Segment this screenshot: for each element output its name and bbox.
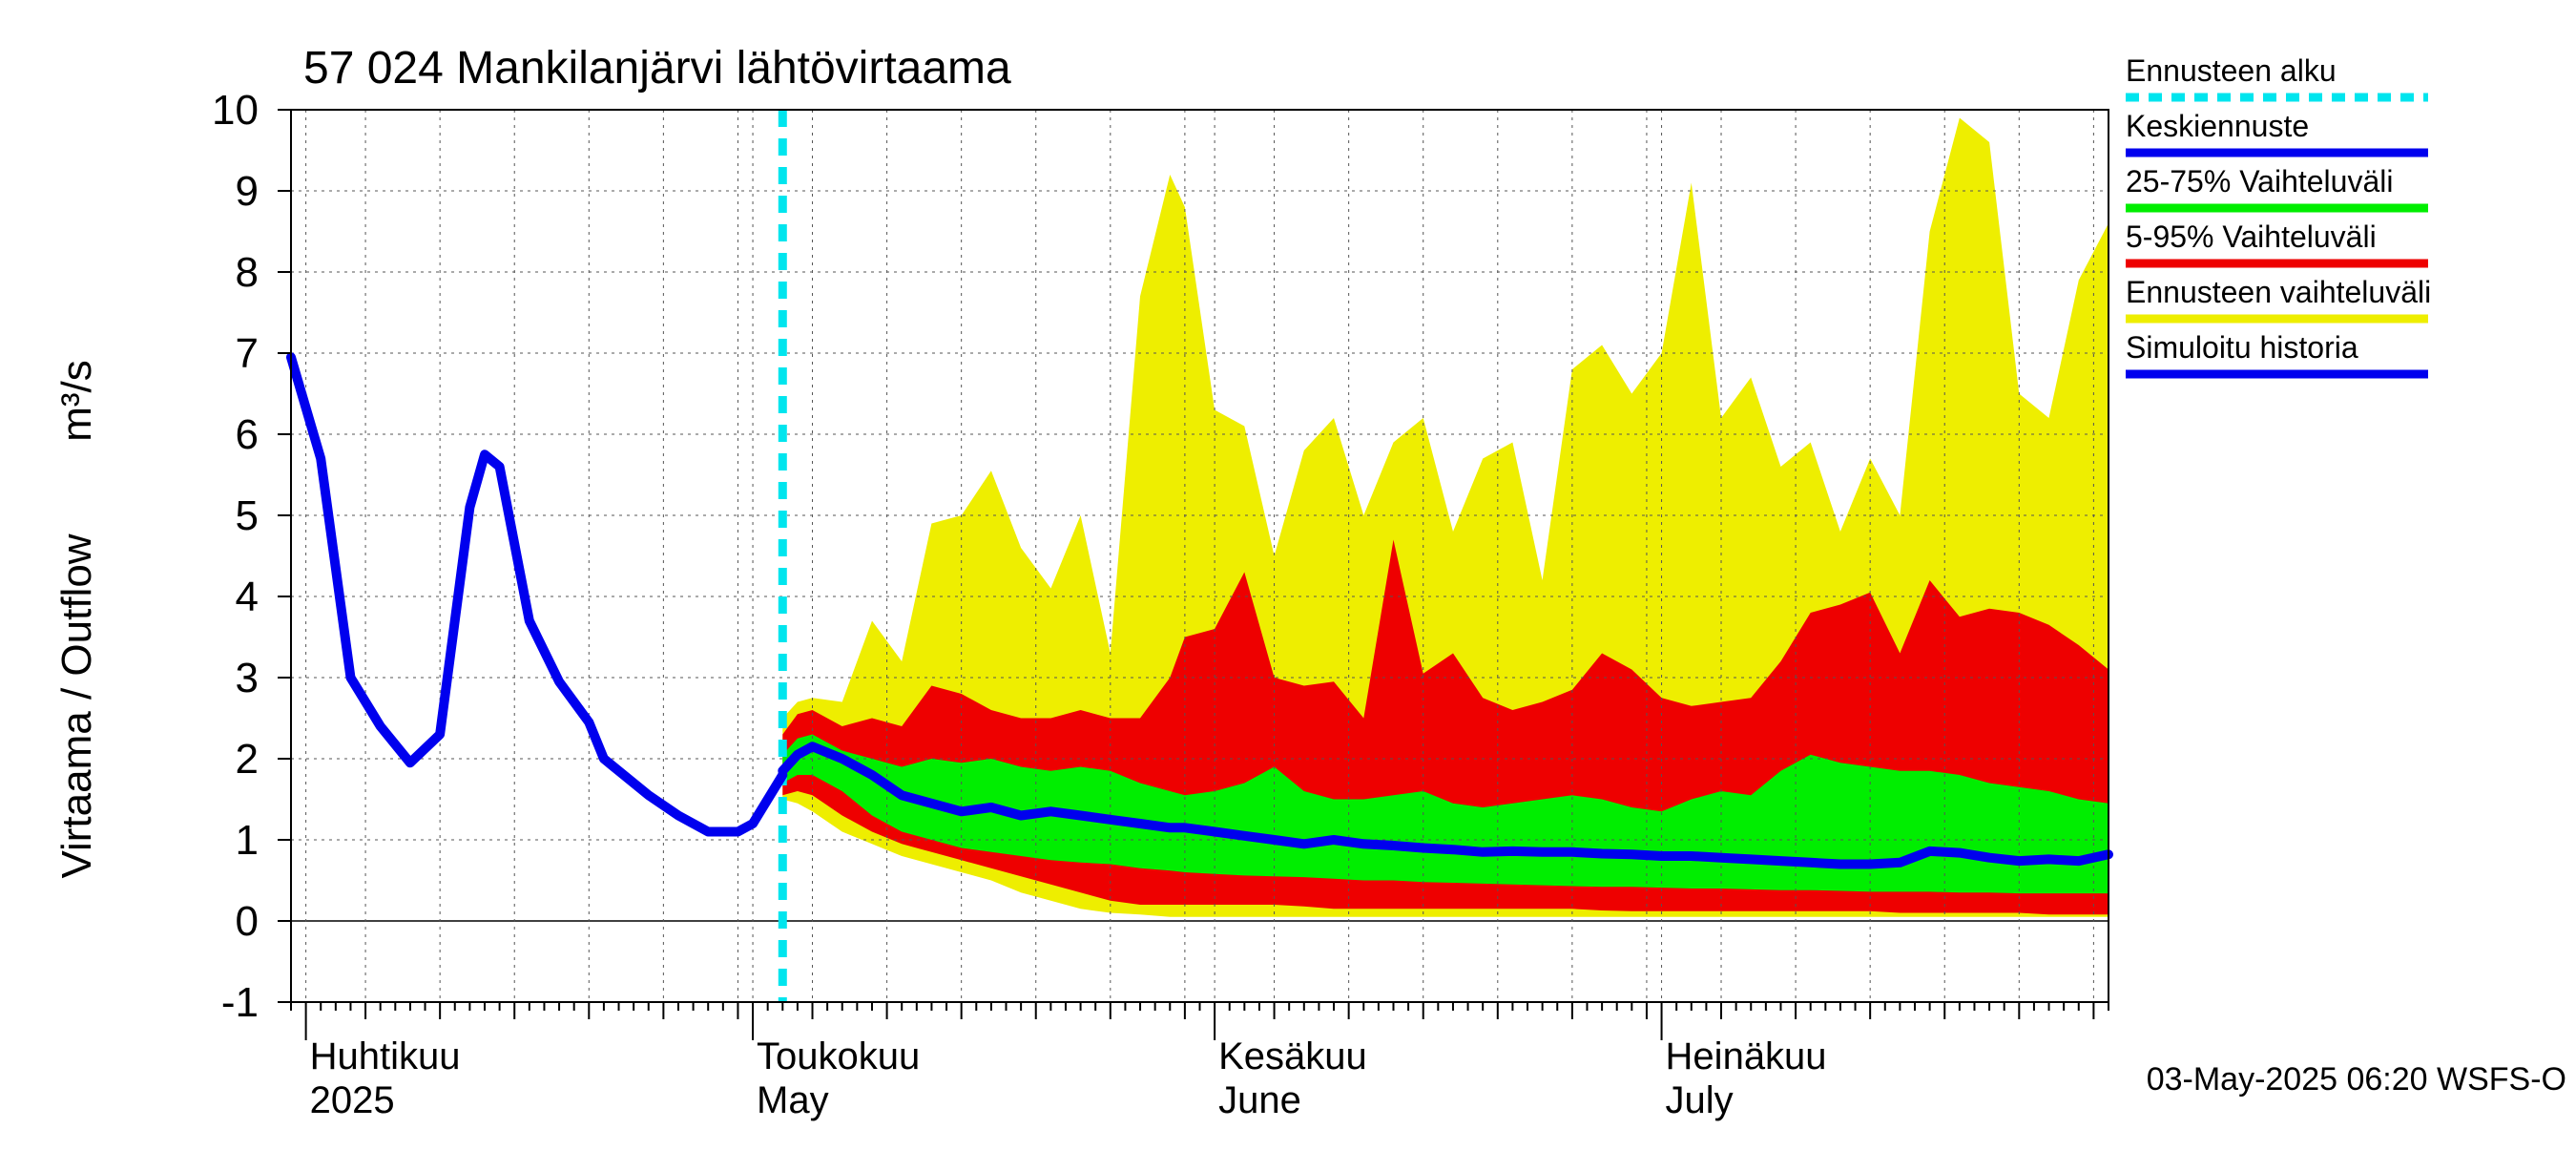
- month-label-en: 2025: [310, 1079, 395, 1121]
- legend-label: Ennusteen vaihteluväli: [2126, 275, 2431, 309]
- month-label-en: June: [1218, 1079, 1301, 1121]
- y-tick-label: 3: [236, 655, 259, 701]
- y-tick-label: 9: [236, 168, 259, 215]
- band-25-75: [782, 734, 2109, 894]
- y-tick-label: 1: [236, 817, 259, 864]
- history-line: [286, 352, 788, 837]
- y-tick-label: 8: [236, 249, 259, 296]
- y-tick-label: 10: [212, 87, 259, 134]
- chart-title: 57 024 Mankilanjärvi lähtövirtaama: [303, 43, 1011, 94]
- y-tick-label: 6: [236, 411, 259, 458]
- lines-layer: [286, 110, 2113, 1002]
- footer-timestamp: 03-May-2025 06:20 WSFS-O: [2147, 1061, 2566, 1098]
- median-line: [778, 742, 2113, 869]
- month-label-fi: Kesäkuu: [1218, 1035, 1367, 1077]
- legend-label: Ennusteen alku: [2126, 53, 2337, 88]
- month-label-fi: Huhtikuu: [310, 1035, 461, 1077]
- y-axis: -1 0 1 2 3 4 5 6 7 8 9 10: [212, 87, 291, 1026]
- month-label-fi: Heinäkuu: [1666, 1035, 1827, 1077]
- y-tick-label: 2: [236, 736, 259, 783]
- y-tick-label: 4: [236, 574, 259, 620]
- month-label-fi: Toukokuu: [757, 1035, 920, 1077]
- legend-label: Simuloitu historia: [2126, 330, 2358, 365]
- y-axis-title: Virtaama / Outflow: [53, 533, 100, 878]
- y-tick-label: -1: [221, 979, 259, 1026]
- legend-label: Keskiennuste: [2126, 109, 2309, 143]
- y-tick-label: 7: [236, 330, 259, 377]
- grid-layer: [291, 110, 2109, 1002]
- legend-label: 5-95% Vaihteluväli: [2126, 220, 2377, 254]
- legend-label: 25-75% Vaihteluväli: [2126, 164, 2393, 199]
- month-label-en: July: [1666, 1079, 1734, 1121]
- y-tick-label: 0: [236, 898, 259, 945]
- legend: Ennusteen alku Keskiennuste 25-75% Vaihtel…: [2126, 53, 2431, 379]
- month-label-en: May: [757, 1079, 829, 1121]
- y-axis-unit: m³/s: [53, 360, 100, 442]
- y-tick-label: 5: [236, 492, 259, 539]
